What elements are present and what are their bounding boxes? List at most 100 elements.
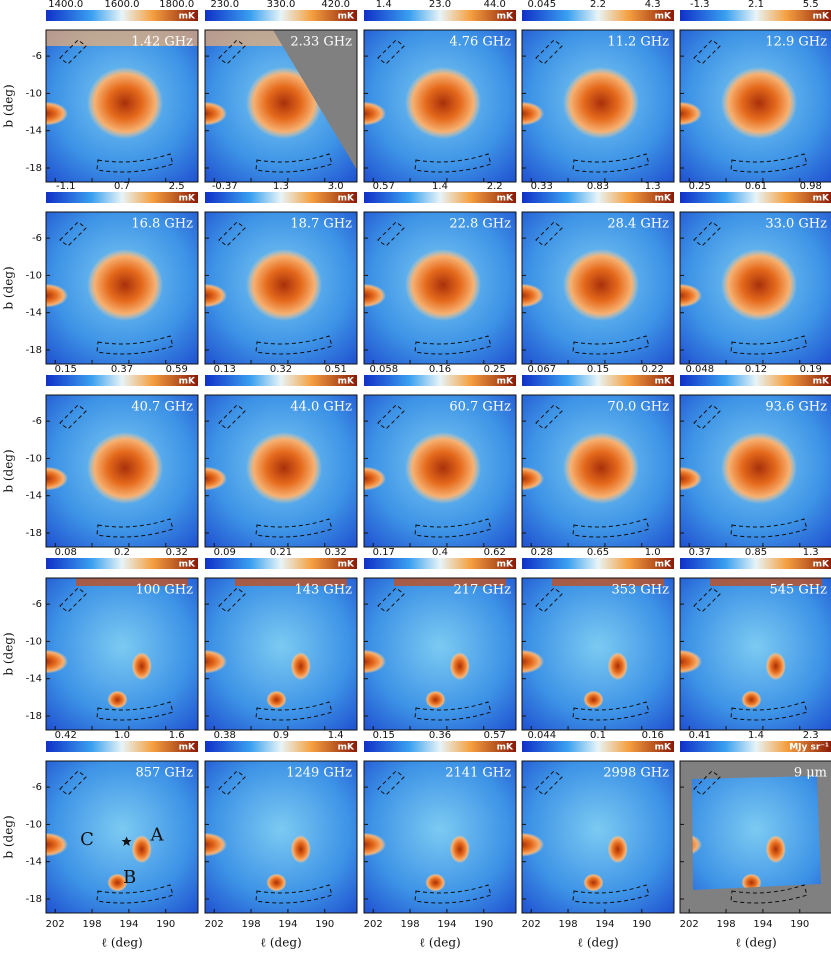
map: [680, 30, 831, 182]
panel-frame: [45, 577, 199, 731]
region-outline: [693, 587, 721, 613]
y-tick-label: -6: [32, 416, 42, 427]
panel-frame: [363, 394, 517, 548]
frequency-label: 33.0 GHz: [765, 217, 827, 232]
colorbar: [205, 10, 357, 21]
colorbar-tick-label: 0.22: [642, 364, 664, 375]
colorbar-tick-label: -0.37: [212, 181, 238, 192]
map-top-band: [235, 578, 347, 586]
panel-frame: [363, 211, 517, 365]
map-top-band: [394, 578, 506, 586]
map: [205, 578, 357, 730]
colorbar-tick-label: 0.044: [527, 730, 556, 741]
y-tick-label: -14: [26, 674, 42, 685]
colorbar: [46, 192, 198, 203]
map: [680, 578, 831, 730]
map-blob: [87, 66, 164, 139]
panel-frame: [521, 211, 675, 365]
panel-frame: [204, 577, 358, 731]
panel-frame: [679, 394, 831, 548]
y-tick-label: -18: [26, 163, 42, 174]
frequency-label: 11.2 GHz: [607, 35, 669, 50]
source-label: C: [80, 829, 94, 850]
colorbar: [205, 192, 357, 203]
region-outline: [572, 701, 650, 721]
colorbar-unit: mK: [179, 377, 196, 387]
panel-frame: [679, 760, 831, 914]
region-outline: [59, 587, 87, 613]
panel-frame: [363, 760, 517, 914]
colorbar-tick-label: 230.0: [210, 0, 239, 10]
colorbar-tick-label: 23.0: [429, 0, 451, 10]
region-outline: [730, 701, 808, 721]
region-outline: [377, 404, 405, 430]
y-tick-label: -18: [26, 528, 42, 539]
colorbar-tick-label: 0.57: [484, 730, 506, 741]
map-glow: [364, 832, 386, 857]
map-glow: [522, 283, 544, 308]
colorbar: [680, 558, 831, 569]
colorbar-tick-label: 0.32: [270, 364, 292, 375]
colorbar-tick-label: 0.32: [166, 547, 188, 558]
y-tick-label: -10: [26, 88, 42, 99]
region-outline: [693, 404, 721, 430]
colorbar-tick-label: 0.57: [373, 181, 395, 192]
map: [46, 212, 198, 364]
y-tick-label: -6: [32, 233, 42, 244]
colorbar-unit: mK: [179, 560, 196, 570]
colorbar-tick-label: 0.08: [55, 547, 77, 558]
colorbar-tick-label: 0.36: [429, 730, 451, 741]
colorbar-unit: mK: [655, 377, 672, 387]
map-glow: [46, 466, 68, 491]
map-blob: [607, 835, 628, 864]
y-tick-label: -18: [26, 894, 42, 905]
region-outline: [693, 221, 721, 247]
map-blob: [290, 652, 311, 681]
colorbar: [680, 192, 831, 203]
y-tick-label: -6: [32, 51, 42, 62]
colorbar-tick-label: 0.59: [166, 364, 188, 375]
map-top-band: [710, 578, 822, 586]
colorbar-tick-label: 0.15: [373, 730, 395, 741]
frequency-label: 44.0 GHz: [290, 400, 352, 415]
frequency-label: 40.7 GHz: [131, 400, 193, 415]
map-blob: [131, 835, 152, 864]
map-blob: [765, 835, 786, 864]
map-blob: [449, 652, 470, 681]
x-tick-label: 194: [119, 919, 138, 930]
frequency-label: 4.76 GHz: [449, 35, 511, 50]
colorbar-tick-label: 0.13: [214, 364, 236, 375]
frequency-label: 70.0 GHz: [607, 400, 669, 415]
map: [46, 761, 198, 913]
region-outline: [535, 587, 563, 613]
colorbar: [205, 741, 357, 752]
colorbar-tick-label: 0.42: [55, 730, 77, 741]
map: [522, 30, 674, 182]
region-outline: [572, 153, 650, 173]
y-tick-label: -6: [32, 599, 42, 610]
colorbar-unit: mK: [338, 377, 355, 387]
map-blob: [765, 652, 786, 681]
panel-frame: [204, 760, 358, 914]
colorbar-tick-label: 1.4: [328, 730, 344, 741]
panel-frame: [204, 394, 358, 548]
colorbar: [522, 741, 674, 752]
x-axis-label: ℓ (deg): [577, 936, 618, 950]
colorbar-tick-label: 0.41: [689, 730, 711, 741]
frequency-label: 12.9 GHz: [765, 35, 827, 50]
colorbar-unit: mK: [497, 12, 514, 22]
map-top-band: [76, 578, 188, 586]
colorbar-unit: mK: [179, 12, 196, 22]
map-glow: [46, 649, 68, 674]
colorbar-tick-label: 0.048: [685, 364, 714, 375]
panel-frame: [679, 29, 831, 183]
colorbar-unit: mK: [497, 743, 514, 753]
map-blob: [246, 248, 323, 321]
colorbar: [522, 192, 674, 203]
x-tick-label: 202: [680, 919, 699, 930]
x-tick-label: 198: [83, 919, 102, 930]
colorbar-tick-label: 0.12: [745, 364, 767, 375]
x-axis-label: ℓ (deg): [260, 936, 301, 950]
colorbar: [364, 558, 516, 569]
